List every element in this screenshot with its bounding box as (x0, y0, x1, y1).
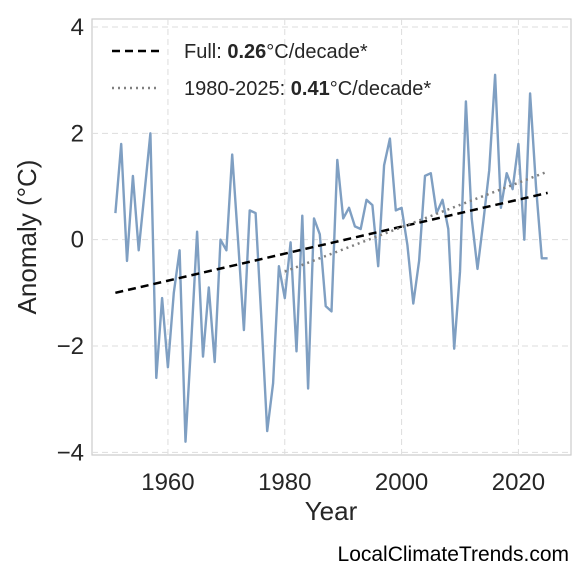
y-tick-label: 2 (71, 120, 84, 147)
trend-lines (115, 170, 549, 295)
series-line (114, 73, 548, 443)
x-tick-label: 2020 (492, 469, 545, 496)
plot-area (91, 18, 572, 456)
trend-line-full (115, 191, 548, 295)
x-axis-title: Year (305, 496, 358, 526)
watermark: LocalClimateTrends.com (337, 543, 569, 566)
trend-line-recent (284, 170, 549, 273)
x-axis-ticks: 1960 1980 2000 2020 (141, 469, 545, 496)
y-axis-ticks: −4 −2 0 2 4 (57, 14, 84, 466)
x-tick-label: 1980 (258, 469, 311, 496)
series (114, 73, 548, 443)
y-tick-label: −2 (57, 333, 84, 360)
y-tick-label: 4 (71, 14, 84, 41)
x-tick-label: 2000 (375, 469, 428, 496)
legend-full-label: Full: 0.26°C/decade* (184, 41, 368, 63)
y-tick-label: −4 (57, 439, 84, 466)
legend-recent-label: 1980-2025: 0.41°C/decade* (184, 78, 431, 100)
legend: Full: 0.26°C/decade* 1980-2025: 0.41°C/d… (112, 41, 431, 100)
x-tick-label: 1960 (141, 469, 194, 496)
grid (92, 19, 571, 455)
y-axis-title: Anomaly (°C) (12, 160, 42, 315)
y-tick-label: 0 (71, 227, 84, 254)
